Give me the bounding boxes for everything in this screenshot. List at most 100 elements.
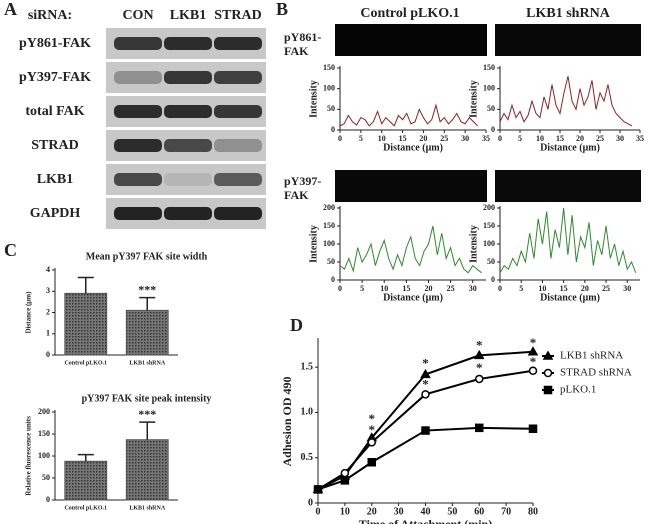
lane-label: STRAD: [214, 8, 261, 23]
significance: ***: [138, 407, 156, 421]
legend-marker: [543, 368, 553, 378]
marker: [528, 424, 538, 433]
x-tick-label: 25: [602, 284, 610, 293]
blot-row-label: LKB1: [37, 172, 74, 187]
y-tick-label: 50: [42, 473, 50, 482]
blot-band: [164, 71, 212, 84]
x-tick-label: 20: [576, 134, 584, 143]
legend-label: STRAD shRNA: [560, 367, 632, 379]
blot-band: [114, 71, 162, 84]
x-tick-label: 5: [519, 284, 523, 293]
significance: *: [422, 377, 429, 392]
x-tick-label: 20: [367, 506, 377, 517]
blot-band: [214, 173, 262, 186]
y-tick-label: 0.5: [301, 452, 314, 463]
y-tick-label: 1.0: [301, 407, 314, 418]
image-row-label: pY397-FAK: [284, 174, 322, 202]
y-axis-label: Intensity: [308, 80, 319, 118]
significance: *: [422, 356, 429, 371]
marker: [367, 438, 376, 447]
x-tick-label: 40: [421, 506, 431, 517]
blot-band: [214, 139, 262, 152]
y-tick-label: 100: [38, 451, 50, 460]
x-tick-label: 0: [338, 134, 342, 143]
x-tick-label: 10: [378, 134, 386, 143]
intensity-line: [499, 207, 637, 274]
y-tick-label: 0: [491, 275, 495, 284]
marker: [420, 368, 431, 379]
blot-band: [214, 37, 262, 50]
x-axis-label: Distance (μm): [540, 292, 600, 303]
marker: [313, 485, 323, 494]
micrograph: [335, 24, 487, 56]
blot-band: [164, 139, 212, 152]
x-tick-label: 10: [340, 506, 350, 517]
y-tick-label: 0: [331, 275, 335, 284]
micrograph: [335, 170, 487, 202]
bar: [125, 439, 169, 501]
x-axis-label: Distance (μm): [383, 292, 443, 303]
x-tick-label: 5: [518, 134, 522, 143]
marker: [475, 374, 484, 384]
y-tick-label: 150: [323, 221, 335, 230]
y-tick-label: 0: [46, 495, 50, 504]
significance: *: [476, 360, 483, 375]
y-axis-label: Intensity: [468, 225, 479, 263]
y-tick-label: 0: [46, 350, 50, 359]
x-tick-label: 20: [424, 284, 432, 293]
blot-row-label: total FAK: [25, 104, 84, 119]
image-row-label: pY861-FAK: [284, 30, 322, 58]
x-tick-label: 30: [469, 284, 477, 293]
y-tick-label: 100: [323, 83, 335, 92]
blot-band: [114, 37, 162, 50]
x-tick-label: 0: [498, 284, 502, 293]
micrograph: [495, 170, 641, 202]
blot-band: [114, 173, 162, 186]
chart-title: pY397 FAK site peak intensity: [82, 393, 212, 404]
y-tick-label: 50: [327, 104, 335, 113]
y-tick-label: 0: [331, 125, 335, 134]
y-tick-label: 150: [38, 429, 50, 438]
y-tick-label: 150: [483, 63, 495, 72]
y-tick-label: 100: [323, 239, 335, 248]
column-header: Control pLKO.1: [360, 6, 459, 21]
y-axis-label: Relative fluorescence units: [25, 416, 33, 496]
y-tick-label: 1: [46, 329, 50, 338]
lane-label: CON: [122, 8, 153, 23]
blot-row-label: GAPDH: [30, 206, 81, 221]
x-tick-label: 0: [498, 134, 502, 143]
x-tick-label: 20: [419, 134, 427, 143]
blot-band: [114, 139, 162, 152]
panel-label: C: [4, 240, 17, 260]
series-line: [317, 350, 534, 491]
x-tick-label: LKB1 shRNA: [129, 505, 166, 511]
marker: [473, 349, 485, 360]
legend-label: LKB1 shRNA: [560, 350, 623, 362]
intensity-line: [499, 76, 633, 127]
blot-row-label: pY861-FAK: [19, 36, 91, 51]
y-tick-label: 200: [38, 407, 50, 416]
significance: *: [369, 411, 376, 426]
x-tick-label: 15: [402, 284, 410, 293]
y-tick-label: 3: [46, 286, 50, 295]
blot-band: [214, 207, 262, 220]
x-tick-label: 70: [501, 506, 511, 517]
y-tick-label: 150: [323, 63, 335, 72]
blot-band: [214, 105, 262, 118]
legend-label: pLKO.1: [560, 384, 596, 396]
x-tick-label: 15: [560, 284, 568, 293]
x-tick-label: 30: [616, 134, 624, 143]
x-tick-label: 35: [636, 134, 644, 143]
marker: [367, 458, 376, 467]
y-axis-label: Intensity: [468, 80, 479, 118]
x-tick-label: 10: [536, 134, 544, 143]
panel-label: D: [290, 315, 303, 335]
x-axis-label: Time of Attachment (min): [359, 517, 492, 524]
blot-band: [164, 37, 212, 50]
marker: [340, 468, 350, 478]
y-tick-label: 100: [483, 239, 495, 248]
marker: [527, 346, 539, 356]
y-tick-label: 2: [46, 307, 50, 316]
y-tick-label: 50: [487, 104, 495, 113]
series-line: [317, 369, 534, 491]
